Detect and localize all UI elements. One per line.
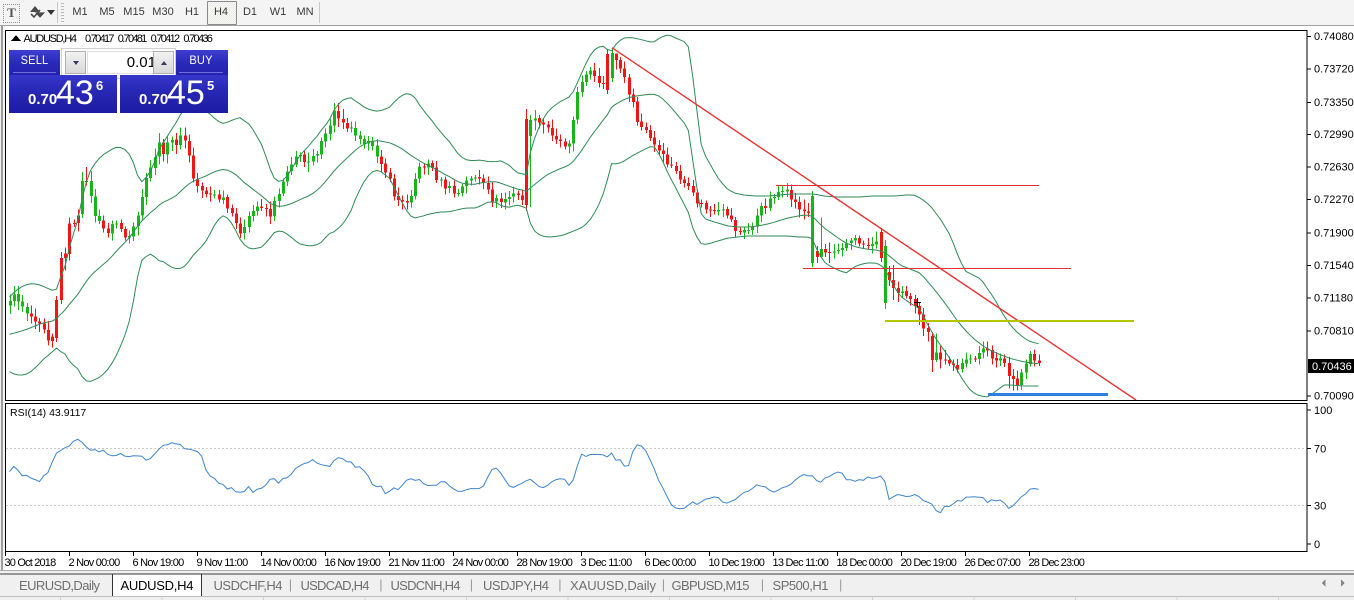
svg-text:0.70436: 0.70436 — [183, 33, 213, 45]
svg-text:XAUUSD,Daily: XAUUSD,Daily — [570, 578, 657, 593]
svg-text:21 Nov 11:00: 21 Nov 11:00 — [389, 557, 445, 569]
svg-text:2 Nov 00:00: 2 Nov 00:00 — [69, 557, 121, 569]
svg-text:|: | — [761, 577, 764, 592]
svg-text:|: | — [558, 577, 561, 592]
svg-text:EURUSD,Daily: EURUSD,Daily — [19, 578, 101, 593]
svg-text:24 Nov 00:00: 24 Nov 00:00 — [453, 557, 509, 569]
svg-text:28 Dec 23:00: 28 Dec 23:00 — [1029, 557, 1085, 569]
svg-text:0.74080: 0.74080 — [1314, 31, 1354, 43]
svg-text:16 Nov 19:00: 16 Nov 19:00 — [325, 557, 381, 569]
svg-text:28 Nov 19:00: 28 Nov 19:00 — [517, 557, 573, 569]
svg-text:0.72630: 0.72630 — [1314, 162, 1354, 174]
svg-text:SP500,H1: SP500,H1 — [773, 578, 829, 593]
svg-text:AUDUSD,H4: AUDUSD,H4 — [24, 33, 78, 45]
svg-text:USDJPY,H4: USDJPY,H4 — [483, 578, 549, 593]
svg-text:0.70417: 0.70417 — [85, 33, 115, 45]
svg-text:30 Oct 2018: 30 Oct 2018 — [5, 557, 57, 569]
svg-text:USDCNH,H4: USDCNH,H4 — [391, 578, 461, 593]
svg-text:0.70412: 0.70412 — [151, 33, 181, 45]
svg-text:|: | — [839, 577, 842, 592]
svg-text:0.71540: 0.71540 — [1314, 260, 1354, 272]
svg-text:0.70436: 0.70436 — [1312, 361, 1352, 373]
svg-text:GBPUSD,M15: GBPUSD,M15 — [672, 578, 750, 593]
svg-text:6 Dec 00:00: 6 Dec 00:00 — [645, 557, 697, 569]
svg-text:|: | — [289, 577, 292, 592]
svg-text:RSI(14) 43.9117: RSI(14) 43.9117 — [10, 407, 86, 419]
svg-text:0.70810: 0.70810 — [1314, 326, 1354, 338]
svg-text:0.73720: 0.73720 — [1314, 63, 1354, 75]
svg-text:26 Dec 07:00: 26 Dec 07:00 — [965, 557, 1021, 569]
svg-text:0.73350: 0.73350 — [1314, 97, 1354, 109]
svg-text:30: 30 — [1314, 501, 1326, 513]
svg-text:0.70481: 0.70481 — [118, 33, 148, 45]
svg-text:6 Nov 19:00: 6 Nov 19:00 — [133, 557, 185, 569]
svg-text:USDCHF,H4: USDCHF,H4 — [214, 578, 283, 593]
svg-text:USDCAD,H4: USDCAD,H4 — [301, 578, 370, 593]
svg-text:|: | — [662, 577, 665, 592]
svg-text:|: | — [470, 577, 473, 592]
svg-text:13 Dec 11:00: 13 Dec 11:00 — [773, 557, 829, 569]
svg-text:3 Dec 11:00: 3 Dec 11:00 — [581, 557, 633, 569]
svg-text:10 Dec 19:00: 10 Dec 19:00 — [709, 557, 765, 569]
svg-text:AUDUSD,H4: AUDUSD,H4 — [121, 578, 194, 593]
svg-text:0.72990: 0.72990 — [1314, 129, 1354, 141]
svg-text:100: 100 — [1314, 405, 1332, 417]
svg-text:0.71900: 0.71900 — [1314, 227, 1354, 239]
svg-text:0.71180: 0.71180 — [1314, 292, 1353, 304]
svg-text:14 Nov 00:00: 14 Nov 00:00 — [261, 557, 317, 569]
svg-text:20 Dec 19:00: 20 Dec 19:00 — [901, 557, 957, 569]
svg-text:18 Dec 00:00: 18 Dec 00:00 — [837, 557, 893, 569]
svg-text:|: | — [379, 577, 382, 592]
svg-text:0.70090: 0.70090 — [1314, 391, 1354, 403]
svg-text:0: 0 — [1314, 539, 1320, 551]
svg-text:0.72270: 0.72270 — [1314, 194, 1354, 206]
svg-text:70: 70 — [1314, 444, 1326, 456]
svg-text:9 Nov 11:00: 9 Nov 11:00 — [197, 557, 249, 569]
